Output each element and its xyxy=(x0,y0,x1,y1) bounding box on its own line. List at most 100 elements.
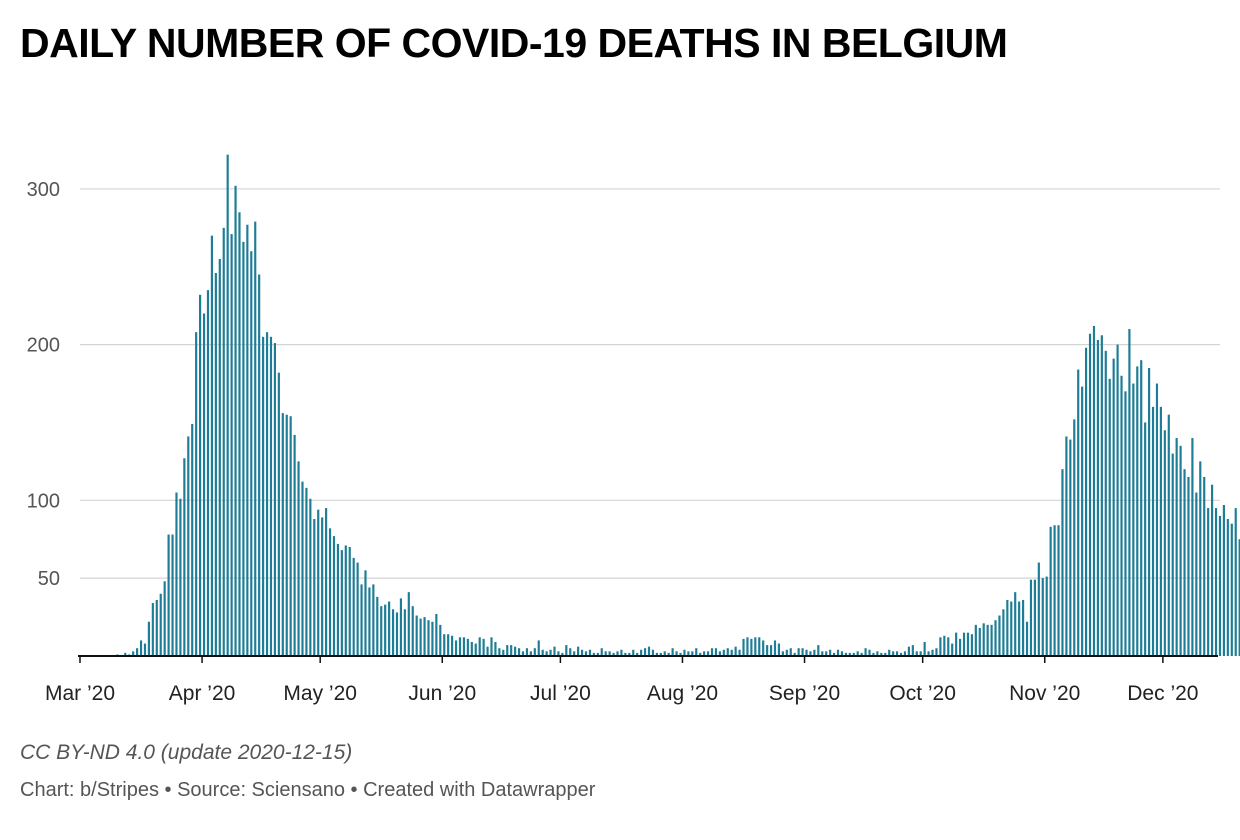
bar xyxy=(998,615,1001,656)
bar xyxy=(683,649,686,656)
bar xyxy=(612,652,615,656)
bar xyxy=(1057,525,1060,656)
bar xyxy=(565,645,568,656)
bar xyxy=(250,251,253,656)
bar xyxy=(1049,526,1052,656)
bar xyxy=(439,624,442,656)
bar xyxy=(486,646,489,656)
bar xyxy=(482,638,485,656)
bar xyxy=(470,641,473,656)
credit-separator: • xyxy=(344,779,364,801)
bar xyxy=(1073,419,1076,656)
x-axis-labels: Mar ’20 Apr ’20 May ’20 Jun ’20 Jul ’20 Aug ’… xyxy=(45,682,1198,705)
bar xyxy=(187,436,190,656)
bar xyxy=(1061,469,1064,656)
bar xyxy=(848,652,851,656)
bar xyxy=(620,649,623,656)
bar xyxy=(447,634,450,656)
bar xyxy=(309,498,312,656)
bar xyxy=(545,651,548,656)
bar xyxy=(939,637,942,656)
bar xyxy=(636,652,639,656)
bar xyxy=(348,547,351,656)
bar xyxy=(305,487,308,656)
bar xyxy=(754,637,757,656)
bar xyxy=(852,652,855,656)
bar xyxy=(616,651,619,656)
bar xyxy=(218,258,221,656)
bar xyxy=(628,652,631,656)
bar xyxy=(1100,335,1103,656)
bar xyxy=(1163,430,1166,656)
bar xyxy=(262,336,265,656)
bar xyxy=(580,649,584,656)
credit-item: Created with Datawrapper xyxy=(363,779,596,801)
bar xyxy=(577,646,580,656)
bar xyxy=(537,640,540,656)
bar xyxy=(647,646,651,656)
bar xyxy=(769,645,773,656)
bar xyxy=(1112,358,1115,656)
bar xyxy=(699,652,702,656)
bar xyxy=(994,620,997,656)
bar xyxy=(600,648,603,656)
bar xyxy=(411,606,414,656)
x-tick-label: Jun ’20 xyxy=(408,682,476,705)
bar xyxy=(840,651,844,656)
bar xyxy=(234,185,237,656)
bar xyxy=(1230,523,1233,656)
bar xyxy=(750,638,753,656)
bar xyxy=(919,651,922,656)
bar xyxy=(490,637,493,656)
bar xyxy=(364,570,367,656)
bar xyxy=(584,651,588,656)
bar xyxy=(1195,492,1198,656)
bar xyxy=(391,609,395,656)
bar xyxy=(281,413,284,656)
bar xyxy=(1002,609,1005,656)
bar xyxy=(466,638,469,656)
bar xyxy=(147,621,150,656)
y-axis-labels: 50 100 200 300 xyxy=(27,179,60,590)
bar xyxy=(1207,508,1210,656)
bar xyxy=(777,643,781,656)
bar xyxy=(978,627,981,656)
bar xyxy=(722,649,725,656)
bar xyxy=(458,637,462,656)
bar xyxy=(435,613,438,656)
bar xyxy=(1211,484,1214,656)
bar xyxy=(1116,344,1119,656)
credit-separator: • xyxy=(158,779,178,801)
bar xyxy=(1199,461,1202,656)
bar xyxy=(514,646,517,656)
bar xyxy=(1171,453,1174,656)
bar xyxy=(143,643,147,656)
credit-item: Chart: b/Stripes xyxy=(20,779,159,801)
bar xyxy=(498,648,501,656)
bar xyxy=(407,592,410,656)
credit-item: Source: Sciensano xyxy=(177,779,345,801)
bar xyxy=(762,640,765,656)
bar xyxy=(293,434,296,656)
bar xyxy=(793,652,796,656)
bar xyxy=(1025,621,1029,656)
bar xyxy=(962,632,966,656)
bar xyxy=(608,651,611,656)
bar xyxy=(966,632,970,656)
bar xyxy=(525,648,529,656)
bar xyxy=(947,637,950,656)
bar xyxy=(1120,375,1123,656)
bar xyxy=(399,598,403,656)
bar xyxy=(809,651,812,656)
bar xyxy=(746,637,749,656)
bar xyxy=(423,617,426,656)
bar xyxy=(246,224,249,657)
bar xyxy=(691,651,694,656)
x-tick-label: Nov ’20 xyxy=(1009,682,1080,705)
bar xyxy=(529,651,532,656)
bar xyxy=(124,652,127,656)
bar xyxy=(1053,525,1056,656)
bar xyxy=(163,581,166,656)
bar xyxy=(915,651,918,656)
bar xyxy=(876,651,879,656)
